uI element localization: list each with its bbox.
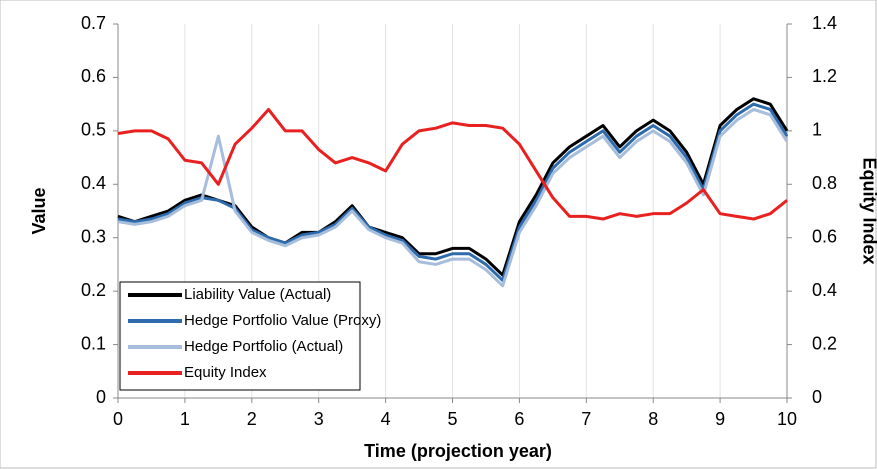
x-tick-label: 4 xyxy=(381,409,391,429)
x-tick-label: 7 xyxy=(581,409,591,429)
y-tick-label: 0.6 xyxy=(81,66,106,86)
legend-label: Hedge Portfolio (Actual) xyxy=(184,338,343,355)
legend-label: Liability Value (Actual) xyxy=(184,286,331,303)
x-tick-label: 1 xyxy=(180,409,190,429)
y-tick-label: 0.2 xyxy=(81,280,106,300)
y-tick-label: 0.7 xyxy=(81,13,106,33)
y-tick-label: 0.5 xyxy=(81,120,106,140)
x-tick-label: 10 xyxy=(777,409,797,429)
y2-axis-title: Equity Index xyxy=(859,157,877,264)
y2-tick-label: 0.6 xyxy=(812,226,837,246)
series-line xyxy=(117,107,789,288)
y-tick-label: 0.4 xyxy=(81,173,106,193)
legend-label: Hedge Portfolio Value (Proxy) xyxy=(184,312,381,329)
x-tick-label: 9 xyxy=(715,409,725,429)
y2-tick-label: 1.2 xyxy=(812,66,837,86)
y-axis-title: Value xyxy=(29,187,49,234)
y-tick-label: 0.3 xyxy=(81,226,106,246)
x-tick-label: 8 xyxy=(648,409,658,429)
y2-tick-label: 0.2 xyxy=(812,333,837,353)
x-tick-label: 6 xyxy=(514,409,524,429)
series-line xyxy=(117,97,789,277)
legend: Liability Value (Actual) Hedge Portfolio … xyxy=(119,281,381,391)
x-tick-label: 3 xyxy=(314,409,324,429)
x-tick-label: 0 xyxy=(113,409,123,429)
legend-label: Equity Index xyxy=(184,364,267,381)
x-tick-label: 2 xyxy=(247,409,257,429)
y2-tick-label: 0 xyxy=(812,387,822,407)
y-tick-label: 0 xyxy=(96,387,106,407)
y2-tick-label: 0.4 xyxy=(812,280,837,300)
y-tick-label: 0.1 xyxy=(81,333,106,353)
series-line xyxy=(117,102,789,282)
y2-tick-label: 1 xyxy=(812,120,822,140)
y2-tick-label: 0.8 xyxy=(812,173,837,193)
x-axis-title: Time (projection year) xyxy=(364,441,552,461)
y2-tick-label: 1.4 xyxy=(812,13,837,33)
x-tick-label: 5 xyxy=(447,409,457,429)
series-line xyxy=(117,107,788,221)
